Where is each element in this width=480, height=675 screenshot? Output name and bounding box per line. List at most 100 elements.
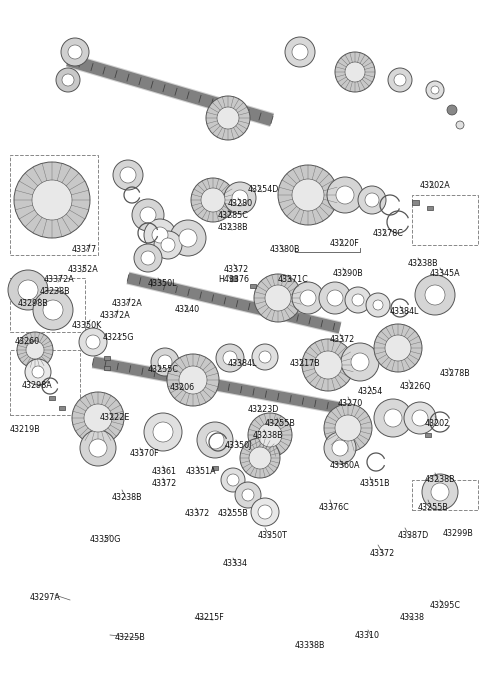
Circle shape [365, 193, 379, 207]
Text: 43377: 43377 [72, 244, 97, 254]
Circle shape [25, 359, 51, 385]
Circle shape [258, 423, 282, 447]
Circle shape [252, 344, 278, 370]
Circle shape [140, 207, 156, 223]
Text: 43260: 43260 [15, 338, 40, 346]
Text: 43255B: 43255B [418, 502, 449, 512]
Text: 43371C: 43371C [278, 275, 309, 284]
Text: 43297A: 43297A [30, 593, 61, 603]
Circle shape [33, 290, 73, 330]
Circle shape [151, 348, 179, 376]
Circle shape [144, 219, 176, 251]
Bar [59, 406, 65, 410]
Text: 43238B: 43238B [253, 431, 284, 439]
Bar [250, 284, 256, 288]
Circle shape [79, 328, 107, 356]
Circle shape [80, 430, 116, 466]
Text: 43351A: 43351A [186, 468, 216, 477]
Bar [425, 433, 431, 437]
Text: 43376C: 43376C [319, 502, 350, 512]
Circle shape [258, 505, 272, 519]
Circle shape [221, 468, 245, 492]
Circle shape [235, 482, 261, 508]
Circle shape [201, 188, 225, 212]
Circle shape [249, 447, 271, 469]
Circle shape [335, 415, 361, 441]
Text: 43238B: 43238B [218, 223, 249, 232]
Circle shape [447, 105, 457, 115]
Text: 43240: 43240 [175, 306, 200, 315]
Text: 43338B: 43338B [295, 641, 325, 649]
Text: 43370F: 43370F [130, 448, 160, 458]
Circle shape [179, 366, 207, 394]
Circle shape [206, 96, 250, 140]
Text: 43290B: 43290B [333, 269, 364, 277]
Circle shape [132, 199, 164, 231]
Circle shape [251, 498, 279, 526]
Circle shape [324, 432, 356, 464]
Text: 43387D: 43387D [398, 531, 429, 539]
Circle shape [134, 244, 162, 272]
Text: 43298B: 43298B [18, 298, 49, 308]
Text: 43225B: 43225B [115, 634, 146, 643]
Circle shape [113, 160, 143, 190]
Text: 43372A: 43372A [44, 275, 75, 284]
Circle shape [26, 341, 44, 359]
Circle shape [170, 220, 206, 256]
Circle shape [197, 422, 233, 458]
Text: 43278C: 43278C [373, 230, 404, 238]
Text: 43219B: 43219B [10, 425, 41, 435]
Text: 43360A: 43360A [330, 462, 360, 470]
Circle shape [300, 290, 316, 306]
Text: 43255B: 43255B [265, 418, 296, 427]
Text: 43206: 43206 [170, 383, 195, 392]
Circle shape [332, 440, 348, 456]
Text: 43215G: 43215G [103, 333, 134, 342]
Text: 43352A: 43352A [68, 265, 99, 275]
Circle shape [191, 178, 235, 222]
Circle shape [374, 324, 422, 372]
Circle shape [335, 52, 375, 92]
Circle shape [242, 489, 254, 501]
Circle shape [415, 275, 455, 315]
Circle shape [394, 74, 406, 86]
Circle shape [89, 439, 107, 457]
Circle shape [358, 186, 386, 214]
Circle shape [345, 287, 371, 313]
Circle shape [425, 285, 445, 305]
Text: 43278B: 43278B [440, 369, 471, 377]
Bar [10, 278, 85, 332]
Circle shape [232, 190, 248, 206]
Circle shape [14, 162, 90, 238]
Text: 43350L: 43350L [148, 279, 178, 288]
Text: 43372A: 43372A [112, 298, 143, 308]
Text: 43350J: 43350J [225, 441, 252, 450]
Text: 43350G: 43350G [90, 535, 121, 545]
Circle shape [327, 290, 343, 306]
Text: 43380B: 43380B [270, 246, 300, 254]
Circle shape [72, 392, 124, 444]
Circle shape [385, 335, 411, 361]
Circle shape [336, 186, 354, 204]
Bar [10, 350, 80, 415]
Circle shape [61, 38, 89, 66]
Text: 43254: 43254 [358, 387, 383, 396]
Circle shape [292, 44, 308, 60]
Circle shape [404, 402, 436, 434]
Text: 43310: 43310 [355, 630, 380, 639]
Circle shape [319, 282, 351, 314]
Text: 43280: 43280 [228, 198, 253, 207]
Bar [104, 356, 110, 360]
Circle shape [206, 431, 224, 449]
Circle shape [352, 294, 364, 306]
Circle shape [154, 231, 182, 259]
Circle shape [43, 300, 63, 320]
Circle shape [240, 438, 280, 478]
Circle shape [18, 280, 38, 300]
Circle shape [384, 409, 402, 427]
Circle shape [167, 354, 219, 406]
Circle shape [292, 282, 324, 314]
Circle shape [366, 293, 390, 317]
Circle shape [152, 227, 168, 243]
Text: 43338: 43338 [400, 614, 425, 622]
